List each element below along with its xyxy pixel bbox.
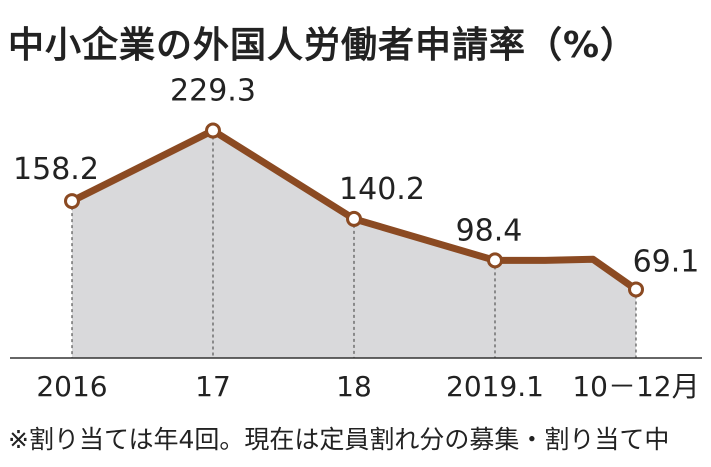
data-label: 140.2: [339, 172, 425, 207]
data-labels: 158.2 229.3 140.2 98.4 69.1: [13, 74, 699, 280]
x-tick-label: 17: [195, 370, 231, 403]
x-tick-label: 2019.1: [446, 370, 544, 403]
data-label: 69.1: [633, 244, 700, 279]
x-tick-label: 18: [336, 370, 372, 403]
data-point-marker: [64, 193, 80, 210]
marker-layer: [64, 122, 644, 298]
data-label: 98.4: [456, 213, 523, 248]
line-chart: 158.2 229.3 140.2 98.4 69.1 2016 17 18 2019.1 10…: [10, 74, 702, 403]
data-label: 229.3: [170, 74, 256, 109]
data-point-marker: [628, 281, 644, 298]
data-label: 158.2: [13, 152, 99, 187]
x-tick-label: 2016: [36, 370, 107, 403]
footnote: ※割り当ては年4回。現在は定員割れ分の募集・割り当て中: [8, 425, 670, 454]
data-point-marker: [487, 252, 503, 269]
chart-title: 中小企業の外国人労働者申請率（%）: [8, 25, 638, 66]
x-tick-label: 10－12月: [572, 370, 699, 403]
data-point-marker: [205, 122, 221, 139]
dashed-guides: [71, 130, 637, 358]
x-tick-labels: 2016 17 18 2019.1 10－12月: [36, 370, 699, 403]
data-point-marker: [346, 210, 362, 227]
